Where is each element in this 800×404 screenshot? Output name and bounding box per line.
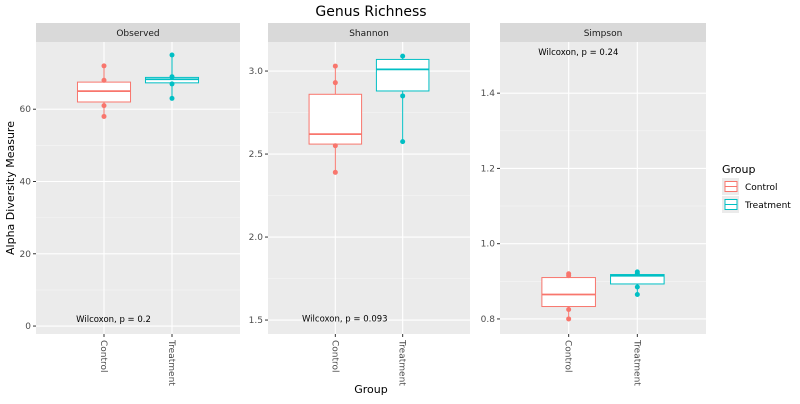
boxplot-treatment [144, 52, 200, 101]
y-tick-label: 40 [20, 177, 32, 187]
data-point [332, 63, 338, 69]
x-tick-label: Control [563, 340, 573, 373]
y-tick-label: 1.2 [481, 164, 495, 174]
box [375, 58, 430, 92]
data-point [332, 80, 338, 86]
x-tick-label: Treatment [397, 339, 407, 386]
panel-background [500, 42, 706, 334]
boxplot-control [541, 271, 596, 322]
y-tick-label: 0 [25, 322, 31, 332]
boxplot-control [76, 63, 132, 119]
panels: Observed 0 20 40 60 Control Treatment Wilcoxon,… [20, 23, 706, 386]
data-point [400, 139, 406, 145]
legend-key-control [722, 178, 739, 195]
data-point [101, 77, 107, 83]
panel-simpson: Simpson 0.8 1.0 1.2 1.4 Control Treatment Wilco… [481, 23, 706, 386]
wilcoxon-annotation: Wilcoxon, p = 0.24 [538, 48, 618, 58]
data-point [169, 74, 175, 80]
data-point [101, 113, 107, 119]
wilcoxon-annotation: Wilcoxon, p = 0.093 [302, 314, 388, 324]
boxplot-treatment [610, 269, 665, 297]
strip-label: Shannon [349, 29, 389, 39]
y-tick-label: 3.0 [249, 67, 264, 77]
x-axis-label: Group [354, 383, 388, 396]
data-point [332, 169, 338, 175]
strip [500, 23, 706, 42]
strip [36, 23, 240, 42]
x-tick-label: Treatment [631, 339, 641, 386]
panel-background [36, 42, 240, 334]
data-point [634, 291, 640, 297]
wilcoxon-annotation: Wilcoxon, p = 0.2 [76, 315, 151, 325]
legend-label-control: Control [745, 183, 778, 193]
data-point [634, 284, 640, 290]
boxplot-treatment [375, 53, 430, 145]
y-tick-label: 20 [20, 250, 32, 260]
legend-title: Group [722, 163, 756, 176]
y-tick-label: 2.5 [249, 150, 263, 160]
strip-label: Simpson [584, 29, 623, 39]
data-point [101, 63, 107, 69]
box [541, 277, 596, 308]
data-point [169, 81, 175, 87]
x-tick-label: Control [329, 340, 339, 373]
strip [268, 23, 470, 42]
y-tick-label: 1.4 [481, 89, 496, 99]
x-tick-label: Control [98, 340, 108, 373]
panel-observed: Observed 0 20 40 60 Control Treatment Wilcoxon,… [20, 23, 240, 386]
legend-label-treatment: Treatment [744, 201, 791, 211]
data-point [566, 316, 572, 322]
strip-label: Observed [116, 29, 159, 39]
legend-key-treatment [722, 196, 739, 213]
data-point [400, 93, 406, 99]
legend: Group Control Treatment [722, 163, 791, 213]
y-tick-label: 1.0 [481, 240, 496, 250]
y-axis-label: Alpha Diversity Measure [4, 121, 17, 255]
data-point [400, 53, 406, 59]
panel-shannon: Shannon 1.5 2.0 2.5 3.0 Control Treatment Wilco… [249, 23, 470, 386]
boxplot-control [308, 63, 363, 175]
chart-title: Genus Richness [315, 4, 426, 20]
data-point [169, 52, 175, 58]
data-point [101, 103, 107, 109]
data-point [169, 95, 175, 101]
box [308, 93, 363, 145]
y-tick-label: 2.0 [249, 233, 264, 243]
data-point [634, 271, 640, 277]
y-tick-label: 60 [20, 105, 32, 115]
data-point [566, 307, 572, 313]
panel-background [268, 42, 470, 334]
box [76, 81, 132, 103]
y-tick-label: 1.5 [249, 316, 263, 326]
x-tick-label: Treatment [166, 339, 176, 386]
y-tick-label: 0.8 [481, 315, 496, 325]
data-point [566, 273, 572, 279]
data-point [332, 143, 338, 149]
